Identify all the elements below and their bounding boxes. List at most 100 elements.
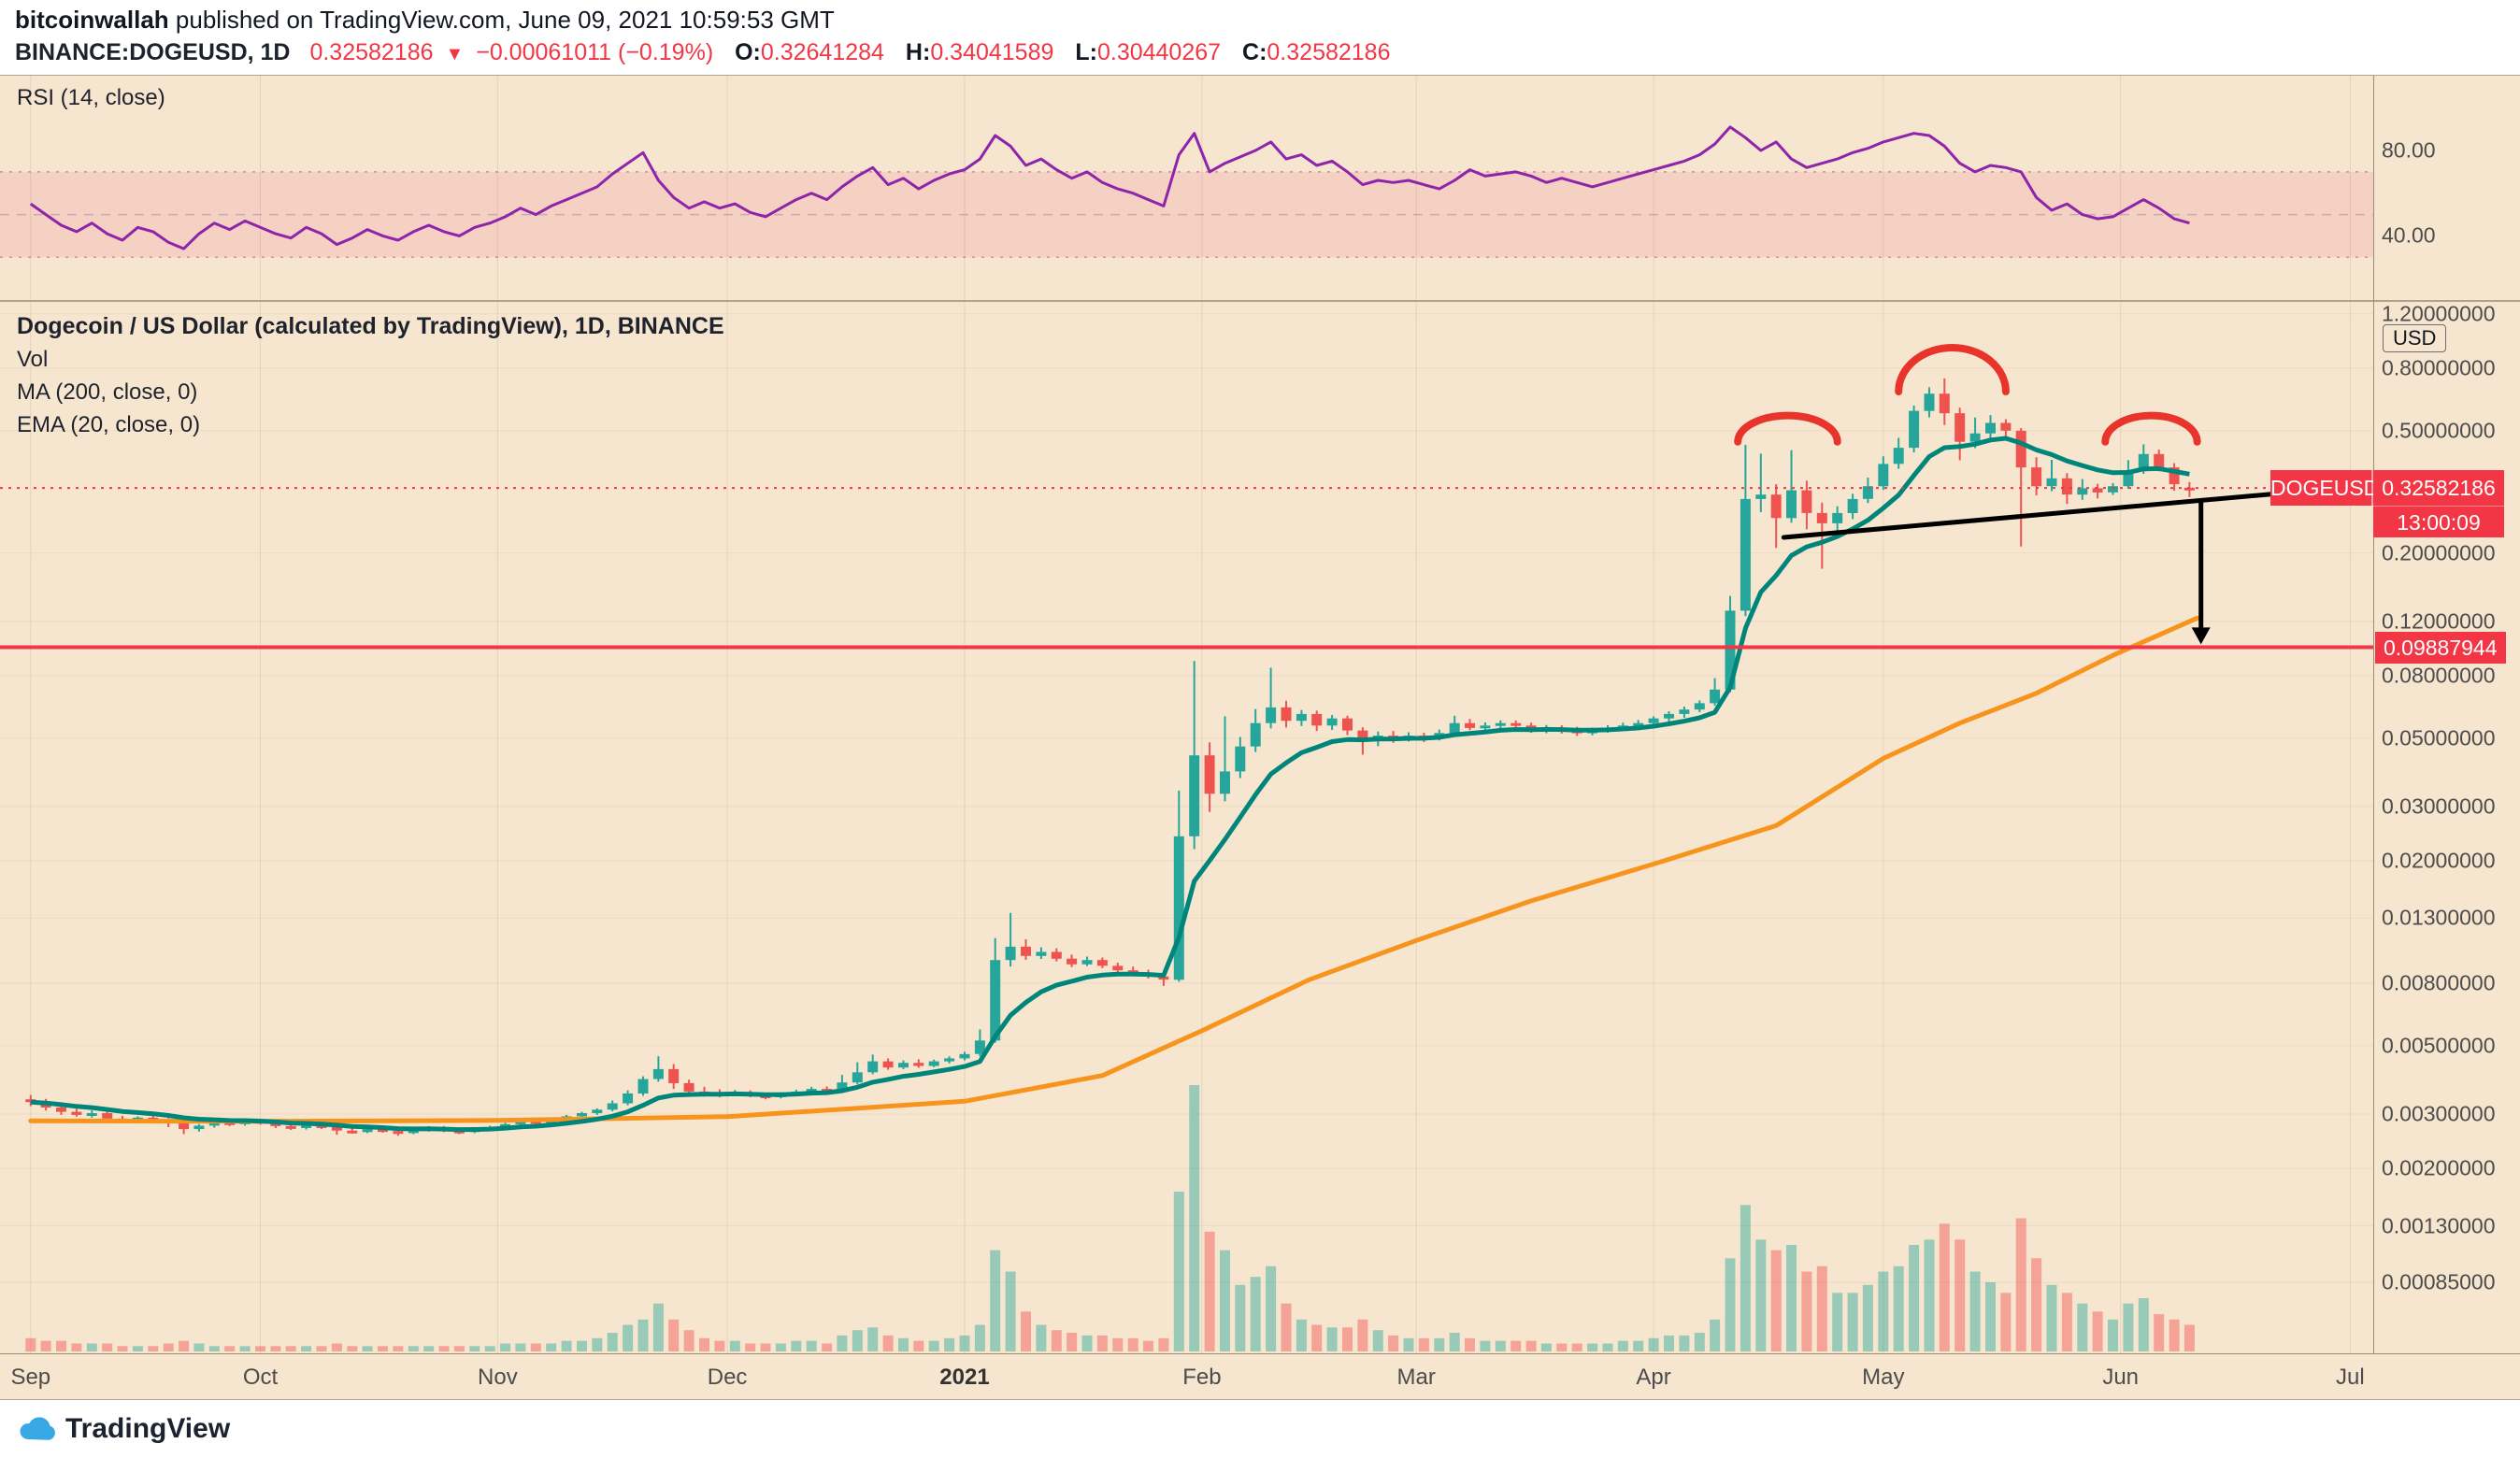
volume-bar [530,1343,541,1351]
candle-body [1740,498,1751,611]
rsi-axis-label: 80.00 [2382,137,2436,163]
volume-bar [2138,1298,2149,1351]
volume-bar [1281,1303,1292,1351]
close-value: 0.32582186 [1267,39,1391,65]
high-label: H: [905,39,931,65]
candle-body [592,1109,603,1113]
volume-bar [208,1346,220,1351]
drawing-arc[interactable] [1895,344,2010,395]
volume-bar [2046,1284,2057,1352]
candle-body [974,1040,985,1054]
candle-body [1173,836,1184,980]
volume-bar [760,1343,771,1351]
rsi-indicator-label[interactable]: RSI (14, close) [17,85,165,110]
volume-bar [1770,1250,1782,1351]
rsi-line[interactable] [29,125,2190,250]
pane-separator[interactable] [0,300,2520,302]
volume-bar [378,1346,388,1351]
indicator-label-ema20[interactable]: EMA (20, close, 0) [17,412,201,437]
rsi-chart-canvas[interactable] [0,76,2373,300]
price-axis-label: 0.08000000 [2382,663,2496,688]
volume-bar [25,1337,36,1352]
volume-bar [1786,1245,1797,1351]
candle-body [1725,610,1736,690]
candle-body [2000,422,2012,431]
candle-body [1755,494,1767,499]
time-axis-label: Apr [1636,1365,1671,1390]
drawing-trendline[interactable] [1781,491,2284,540]
volume-bar [1816,1265,1827,1351]
volume-bar [1158,1337,1169,1352]
chart-title[interactable]: Dogecoin / US Dollar (calculated by Trad… [17,313,724,339]
ma200-line[interactable] [28,615,2200,1124]
candle-body [652,1068,664,1079]
volume-bar [423,1346,435,1351]
volume-bar [1710,1319,1721,1351]
volume-bar [822,1343,833,1351]
candle-body [285,1125,296,1129]
candle-body [25,1099,36,1103]
volume-bar [316,1346,327,1351]
price-chart-canvas[interactable] [0,302,2373,1353]
price-axis-label: 0.00300000 [2382,1101,2496,1126]
candle-body [990,960,1001,1041]
tradingview-logo-icon[interactable] [17,1413,58,1445]
time-scale[interactable]: Sep Oct Nov Dec 2021 Feb Mar Apr May Jun Jul [0,1353,2520,1401]
rsi-pane[interactable]: RSI (14, close) [0,76,2373,300]
volume-bar [1648,1337,1659,1352]
candle-body [453,1130,465,1134]
volume-bar [1465,1337,1475,1352]
volume-bar [1633,1340,1644,1351]
tradingview-brand[interactable]: TradingView [65,1413,231,1444]
price-pane[interactable]: Dogecoin / US Dollar (calculated by Trad… [0,302,2373,1353]
volume-bar [2000,1293,2012,1351]
volume-bar [239,1346,251,1351]
volume-bar [1571,1343,1582,1351]
price-scale[interactable]: 80.00 40.00 1.20000000 0.80000000 0.50000000… [2373,76,2520,1353]
volume-bar [990,1250,1001,1351]
candle-body [530,1121,541,1124]
volume-bar [775,1343,786,1351]
candle-body [331,1127,342,1131]
candle-body [1480,725,1491,729]
candle-body [1633,722,1644,726]
volume-bar [1220,1250,1230,1351]
price-axis-label: 0.20000000 [2382,540,2496,565]
drawing-arc[interactable] [2101,411,2201,446]
candle-body [193,1125,205,1130]
volume-bar [453,1346,465,1351]
volume-bar [1801,1271,1812,1351]
drawing-arc[interactable] [1734,411,1841,446]
candle-body [1235,746,1246,772]
candle-body [607,1103,618,1110]
drawing-arrow-head[interactable] [2191,627,2211,645]
volume-bar [1969,1271,1981,1351]
volume-bar [1525,1340,1537,1351]
time-axis-label: Sep [10,1365,51,1390]
ema20-line[interactable] [30,436,2190,1133]
volume-bar [1403,1337,1414,1352]
volume-bar [1540,1343,1552,1351]
price-axis-label: 0.00085000 [2382,1269,2496,1294]
volume-bar [102,1343,113,1351]
time-axis-label: Jun [2102,1365,2140,1390]
volume-bar [117,1346,128,1351]
indicator-label-vol[interactable]: Vol [17,347,49,372]
candle-body [1511,722,1522,726]
symbol-name[interactable]: BINANCE:DOGEUSD, 1D [15,39,291,65]
volume-bar [301,1346,312,1351]
price-axis-label: 0.80000000 [2382,355,2496,380]
candle-body [1342,718,1353,731]
indicator-label-ma200[interactable]: MA (200, close, 0) [17,379,198,405]
volume-bar [913,1340,924,1351]
low-value: 0.30440267 [1096,39,1222,65]
volume-bar [2077,1303,2088,1351]
candle-body [1465,722,1475,728]
volume-bar [944,1337,955,1352]
volume-bar [546,1343,557,1351]
candle-body [1266,707,1277,723]
price-axis-label: 0.03000000 [2382,793,2496,819]
volume-bar [1189,1085,1200,1351]
candle-body [2061,478,2072,495]
volume-bar [1235,1284,1246,1352]
